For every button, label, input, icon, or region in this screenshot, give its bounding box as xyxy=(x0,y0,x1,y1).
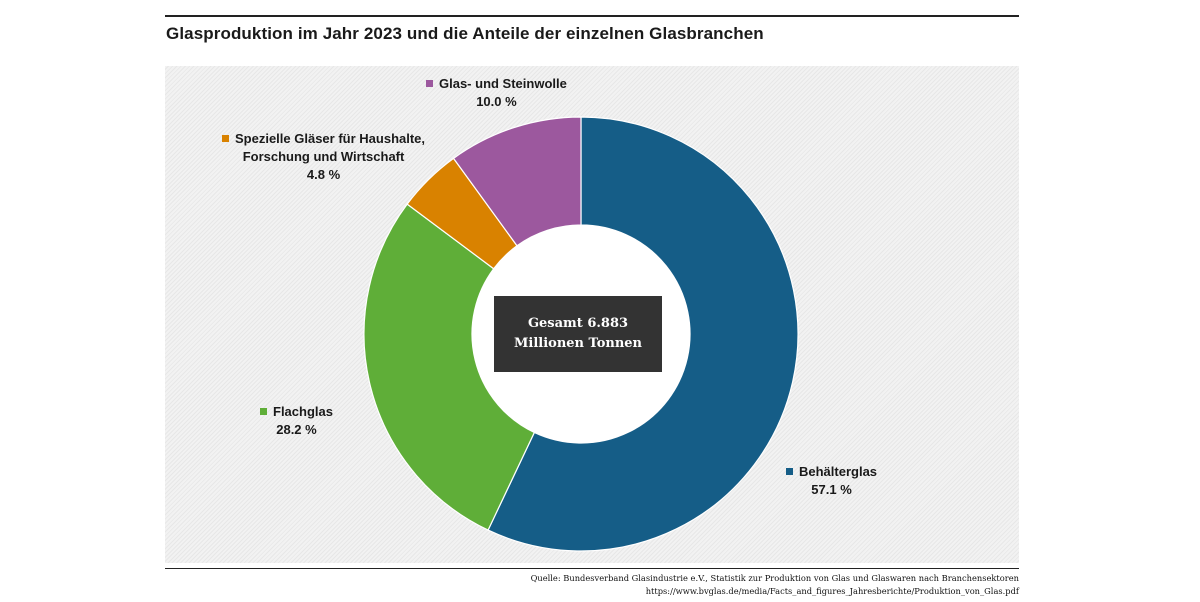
legend-label-spezielle-glaeser: Spezielle Gläser für Haushalte, Forschun… xyxy=(222,130,425,184)
legend-name-flachglas: Flachglas xyxy=(273,404,333,419)
total-label-line2: Millionen Tonnen xyxy=(514,336,642,351)
legend-label-behaelterglas: Behälterglas 57.1 % xyxy=(786,463,877,499)
legend-swatch-behaelterglas xyxy=(786,468,793,475)
data-label-behaelterglas: 57.1 % xyxy=(811,482,852,497)
data-label-spezielle-glaeser: 4.8 % xyxy=(306,167,341,182)
legend-name-behaelterglas: Behälterglas xyxy=(799,464,878,479)
chart-title: Glasproduktion im Jahr 2023 und die Ante… xyxy=(166,24,764,43)
legend-name-spezielle-glaeser-2: Forschung und Wirtschaft xyxy=(242,149,405,164)
total-label-box: Gesamt 6.883 Millionen Tonnen xyxy=(494,296,662,372)
legend-name-spezielle-glaeser-1: Spezielle Gläser für Haushalte, xyxy=(235,131,426,146)
legend-swatch-glas-steinwolle xyxy=(426,80,433,87)
source-note: Quelle: Bundesverband Glasindustrie e.V.… xyxy=(531,572,1019,598)
source-line-1: Quelle: Bundesverband Glasindustrie e.V.… xyxy=(530,573,1019,583)
legend-label-glas-steinwolle: Glas- und Steinwolle 10.0 % xyxy=(426,75,567,111)
source-line-2: https://www.bvglas.de/media/Facts_and_fi… xyxy=(645,586,1019,596)
legend-label-flachglas: Flachglas 28.2 % xyxy=(260,403,333,439)
total-label-line1: Gesamt 6.883 xyxy=(527,316,629,331)
data-label-glas-steinwolle: 10.0 % xyxy=(476,94,517,109)
data-label-flachglas: 28.2 % xyxy=(276,422,317,437)
legend-name-glas-steinwolle: Glas- und Steinwolle xyxy=(439,76,567,91)
bottom-rule xyxy=(165,568,1019,569)
legend-swatch-spezielle-glaeser xyxy=(222,135,229,142)
legend-swatch-flachglas xyxy=(260,408,267,415)
top-rule xyxy=(165,15,1019,17)
